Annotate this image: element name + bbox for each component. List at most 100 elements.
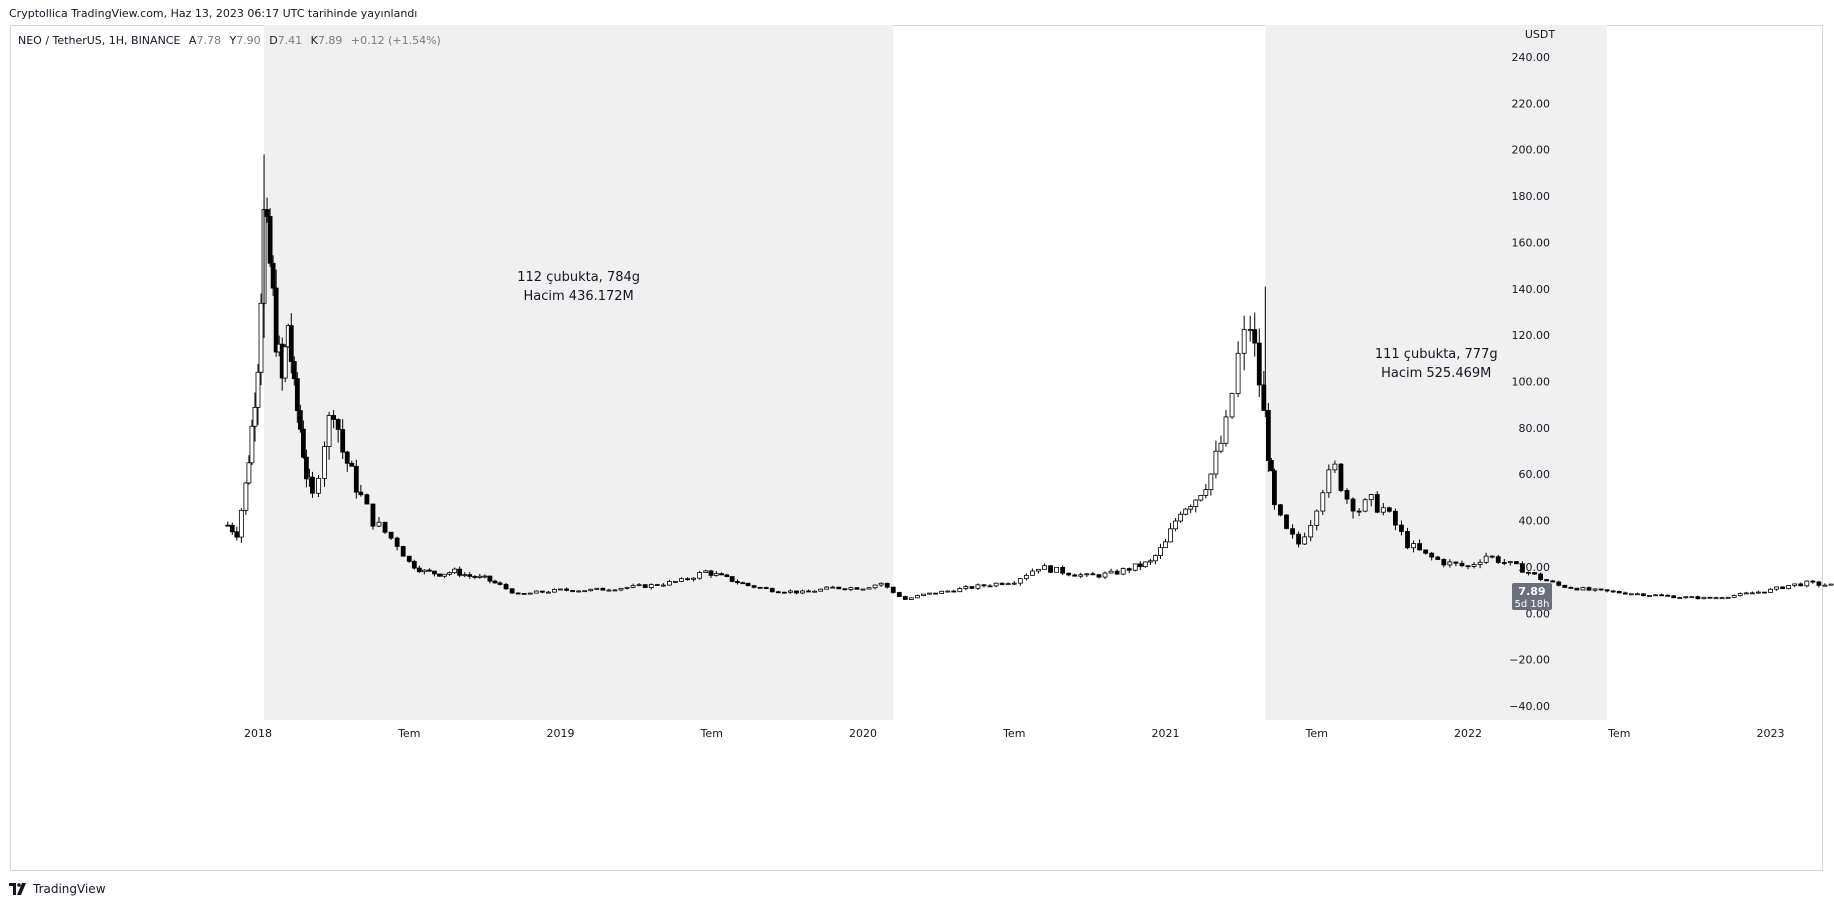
candle[interactable] <box>1810 579 1816 584</box>
candle[interactable] <box>618 587 624 592</box>
candle[interactable] <box>1158 543 1163 560</box>
candle[interactable] <box>740 581 746 585</box>
candle[interactable] <box>1241 315 1247 371</box>
candle[interactable] <box>273 269 279 357</box>
candle[interactable] <box>344 450 350 472</box>
candle[interactable] <box>1550 579 1556 583</box>
candle[interactable] <box>340 419 346 459</box>
candle[interactable] <box>1701 596 1707 600</box>
date-range-box[interactable] <box>264 25 894 720</box>
candle[interactable] <box>1762 591 1767 594</box>
candle[interactable] <box>1054 566 1059 573</box>
candle[interactable] <box>509 588 515 594</box>
candle[interactable] <box>1183 507 1189 516</box>
candle[interactable] <box>927 592 932 595</box>
candle[interactable] <box>258 293 264 386</box>
candle[interactable] <box>1429 551 1435 561</box>
candle[interactable] <box>624 586 630 590</box>
candle[interactable] <box>1749 591 1755 595</box>
candle[interactable] <box>685 577 690 581</box>
candle[interactable] <box>1314 509 1320 531</box>
candle[interactable] <box>255 364 261 425</box>
candle[interactable] <box>1768 588 1773 593</box>
candle[interactable] <box>316 474 321 497</box>
candle[interactable] <box>1023 573 1029 581</box>
candle[interactable] <box>1005 582 1011 586</box>
candle[interactable] <box>697 571 703 580</box>
candle[interactable] <box>818 588 824 592</box>
candle[interactable] <box>1153 554 1158 565</box>
candle[interactable] <box>1641 593 1646 597</box>
candle[interactable] <box>1411 540 1416 553</box>
candle[interactable] <box>1198 494 1204 502</box>
candle[interactable] <box>951 589 957 593</box>
candle[interactable] <box>416 565 422 574</box>
candle[interactable] <box>503 582 509 591</box>
candle[interactable] <box>1380 502 1386 516</box>
candle[interactable] <box>1417 539 1422 551</box>
candle[interactable] <box>1665 594 1671 597</box>
candle[interactable] <box>745 582 751 587</box>
candle[interactable] <box>1719 596 1725 600</box>
candle[interactable] <box>477 573 483 579</box>
candle[interactable] <box>769 587 775 593</box>
candle[interactable] <box>1526 571 1531 576</box>
candle[interactable] <box>452 567 458 574</box>
candle[interactable] <box>521 593 527 595</box>
candle[interactable] <box>1507 561 1513 566</box>
candle[interactable] <box>691 577 696 582</box>
candle[interactable] <box>467 572 473 579</box>
candle[interactable] <box>1030 568 1035 576</box>
candle[interactable] <box>1344 488 1350 505</box>
candle[interactable] <box>382 521 388 534</box>
candle[interactable] <box>1695 595 1701 600</box>
candle[interactable] <box>975 583 981 591</box>
candle[interactable] <box>1374 491 1380 514</box>
candle[interactable] <box>1132 563 1138 572</box>
candle[interactable] <box>1278 504 1283 517</box>
candle[interactable] <box>1441 558 1447 568</box>
candle[interactable] <box>1514 560 1519 565</box>
candle[interactable] <box>1562 584 1568 589</box>
candle[interactable] <box>1622 591 1628 595</box>
candle[interactable] <box>432 570 437 577</box>
candle[interactable] <box>353 459 359 499</box>
candle[interactable] <box>1616 590 1622 594</box>
candle[interactable] <box>842 588 848 591</box>
candle[interactable] <box>890 586 896 594</box>
candle[interactable] <box>1247 315 1253 342</box>
candle[interactable] <box>612 588 618 592</box>
candle[interactable] <box>1213 440 1219 479</box>
candle[interactable] <box>860 588 866 591</box>
candle[interactable] <box>310 471 315 498</box>
candle[interactable] <box>667 579 672 586</box>
candle[interactable] <box>763 586 769 589</box>
candle[interactable] <box>349 460 355 467</box>
candle[interactable] <box>729 576 735 583</box>
candle[interactable] <box>1586 586 1592 591</box>
candle[interactable] <box>1635 592 1640 596</box>
candle[interactable] <box>558 588 563 591</box>
candle[interactable] <box>1610 589 1616 593</box>
candle[interactable] <box>896 591 902 598</box>
candle[interactable] <box>297 404 303 433</box>
candle[interactable] <box>1707 596 1713 599</box>
candle[interactable] <box>1296 531 1301 548</box>
candle[interactable] <box>1489 555 1495 559</box>
candle[interactable] <box>1102 571 1108 580</box>
candle[interactable] <box>1568 586 1574 589</box>
candle[interactable] <box>252 392 258 442</box>
candle[interactable] <box>713 571 719 577</box>
candle[interactable] <box>1066 572 1072 577</box>
candle[interactable] <box>654 583 660 587</box>
candle[interactable] <box>1308 520 1314 542</box>
candle[interactable] <box>594 587 600 590</box>
candle[interactable] <box>945 590 951 593</box>
candle[interactable] <box>1268 457 1274 472</box>
candle[interactable] <box>1386 506 1392 513</box>
candle[interactable] <box>981 584 987 588</box>
candle[interactable] <box>1084 572 1090 578</box>
candle[interactable] <box>909 597 914 600</box>
candle[interactable] <box>364 493 370 505</box>
